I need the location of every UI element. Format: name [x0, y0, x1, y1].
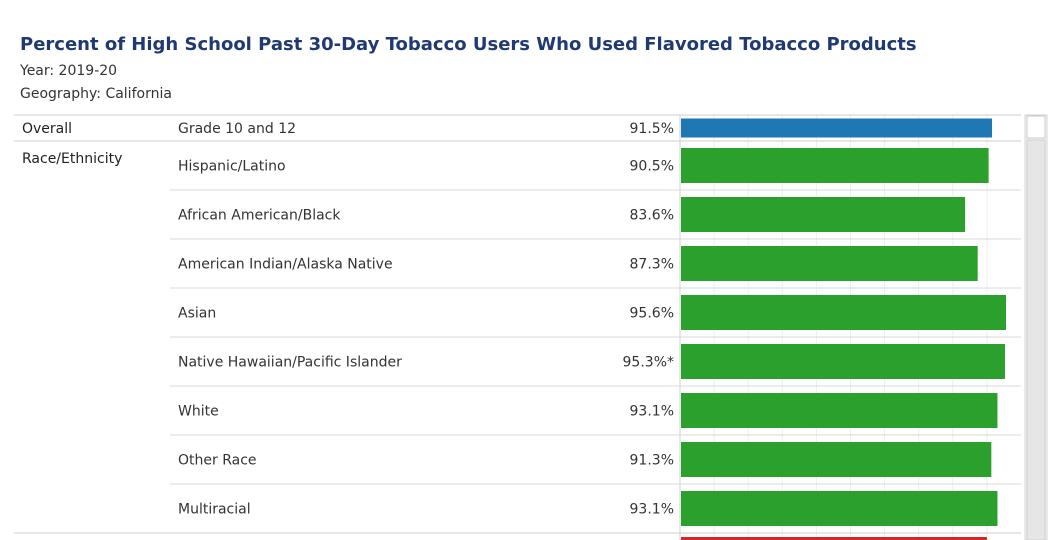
bar[interactable]	[681, 118, 993, 138]
value-label: 95.6%	[630, 306, 674, 322]
year-filter-label: Year: 2019-20	[20, 63, 118, 79]
next-group-bar-edge	[681, 537, 987, 540]
bar[interactable]	[681, 295, 1006, 330]
group-label: Overall	[22, 121, 72, 137]
bar[interactable]	[681, 148, 989, 183]
value-label: 90.5%	[630, 159, 674, 175]
value-label: 87.3%	[630, 257, 674, 273]
value-label: 93.1%	[630, 502, 674, 518]
scrollbar-thumb[interactable]	[1026, 139, 1046, 540]
chart-title: Percent of High School Past 30-Day Tobac…	[20, 34, 917, 55]
value-label: 83.6%	[630, 208, 674, 224]
bar[interactable]	[681, 197, 966, 232]
category-label: African American/Black	[178, 208, 341, 224]
bar[interactable]	[681, 491, 998, 526]
value-label: 91.5%	[630, 121, 674, 137]
category-label: American Indian/Alaska Native	[178, 257, 393, 273]
value-label: 91.3%	[630, 453, 674, 469]
category-label: Grade 10 and 12	[178, 121, 296, 137]
bar[interactable]	[681, 393, 998, 428]
category-label: Multiracial	[178, 502, 251, 518]
geography-filter-label: Geography: California	[20, 86, 172, 102]
group-label: Race/Ethnicity	[22, 151, 122, 167]
bar[interactable]	[681, 344, 1005, 379]
value-label: 93.1%	[630, 404, 674, 420]
category-label: White	[178, 404, 219, 420]
scrollbar-up-button[interactable]	[1026, 115, 1046, 139]
value-label: 95.3%*	[623, 355, 674, 371]
category-label: Hispanic/Latino	[178, 159, 286, 175]
bar[interactable]	[681, 442, 992, 477]
category-label: Asian	[178, 306, 216, 322]
category-label: Native Hawaiian/Pacific Islander	[178, 355, 402, 371]
category-label: Other Race	[178, 453, 257, 469]
bar[interactable]	[681, 246, 978, 281]
